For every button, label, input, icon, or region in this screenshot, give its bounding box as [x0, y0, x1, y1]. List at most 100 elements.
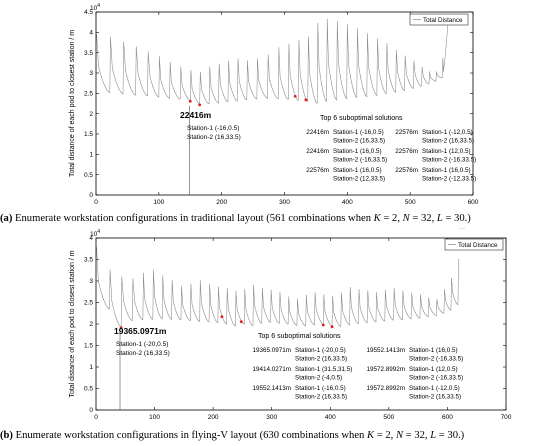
- b-data-point: [411, 292, 413, 294]
- a-data-point: [233, 95, 235, 97]
- b-data-point: [173, 303, 175, 305]
- b-data-point: [168, 316, 170, 318]
- b-xtick-label: 600: [442, 414, 453, 421]
- b-minimum-marker: [239, 320, 243, 324]
- b-data-point: [328, 321, 329, 323]
- b-data-point: [229, 315, 231, 317]
- a-data-point: [446, 31, 448, 33]
- b-top6-distance: 19572.8992m: [366, 385, 405, 392]
- b-data-point: [363, 317, 365, 319]
- b-data-point: [444, 289, 445, 291]
- a-data-point: [272, 88, 274, 90]
- a-data-point: [405, 64, 407, 66]
- b-data-point: [243, 323, 245, 325]
- a-data-point: [180, 66, 182, 68]
- b-data-point: [342, 310, 344, 311]
- caption-b: (b) Enumerate workstation configurations…: [0, 430, 465, 441]
- a-data-point: [411, 87, 413, 89]
- a-data-point: [287, 98, 289, 100]
- b-data-point: [121, 284, 123, 286]
- a-data-point: [383, 90, 385, 92]
- a-data-point: [196, 101, 198, 102]
- a-data-point: [265, 97, 267, 98]
- a-data-point: [145, 93, 147, 95]
- b-data-point: [246, 311, 247, 313]
- b-data-point: [432, 312, 434, 313]
- b-top6-distance: 19572.8992m: [366, 366, 405, 373]
- b-data-point: [249, 321, 251, 323]
- b-data-point: [112, 305, 114, 307]
- b-data-point: [219, 306, 221, 308]
- a-data-point: [170, 71, 172, 73]
- b-data-point: [152, 318, 154, 320]
- a-data-point: [110, 36, 111, 38]
- b-top6-station-2: Station-2 (16,33.5): [295, 394, 347, 401]
- a-data-point: [165, 93, 167, 95]
- a-data-point: [275, 96, 277, 98]
- a-ytick-label: 3.5: [84, 50, 93, 57]
- b-data-point: [445, 300, 447, 302]
- a-data-point: [297, 99, 299, 101]
- caption-b-text: Enumerate workstation configurations in …: [12, 430, 367, 441]
- b-data-point: [431, 310, 433, 312]
- a-data-point: [179, 98, 181, 100]
- b-data-point: [296, 324, 298, 326]
- a-data-point: [229, 82, 231, 84]
- b-data-point: [299, 317, 301, 319]
- b-data-point: [147, 310, 149, 312]
- b-data-point: [418, 316, 420, 318]
- a-data-point: [440, 77, 442, 79]
- a-data-point: [285, 97, 287, 98]
- a-data-point: [334, 97, 336, 99]
- a-data-point: [324, 99, 326, 101]
- a-data-point: [345, 96, 346, 98]
- b-top6-station-1: Station-1 (12,0.5): [409, 366, 458, 373]
- b-data-point: [171, 318, 173, 320]
- a-minimum-marker: [198, 103, 202, 107]
- b-data-point: [256, 314, 258, 316]
- a-data-point: [419, 84, 421, 86]
- a-data-point: [278, 47, 280, 49]
- a-data-point: [269, 80, 271, 82]
- b-data-point: [452, 292, 454, 294]
- a-data-point: [290, 80, 292, 82]
- b-data-point: [166, 310, 168, 312]
- a-data-point: [367, 49, 369, 51]
- b-data-point: [239, 316, 240, 318]
- b-minimum-marker: [220, 315, 224, 319]
- b-data-point: [284, 320, 286, 322]
- b-data-point: [127, 314, 129, 316]
- b-data-point: [448, 308, 450, 310]
- a-data-point: [254, 97, 256, 99]
- b-data-point: [132, 278, 134, 280]
- b-data-point: [358, 289, 360, 291]
- a-data-point: [356, 96, 358, 98]
- caption-a-l: 30: [454, 213, 465, 224]
- a-data-point: [375, 93, 377, 95]
- b-data-point: [161, 318, 163, 320]
- a-data-point: [177, 97, 179, 99]
- a-data-point: [350, 76, 351, 77]
- b-data-point: [330, 324, 332, 326]
- a-data-point: [323, 95, 325, 97]
- b-data-point: [264, 312, 266, 314]
- b-data-point: [385, 297, 387, 299]
- a-data-point: [159, 56, 160, 58]
- b-data-point: [253, 284, 255, 286]
- caption-b-letter: (b): [0, 430, 13, 441]
- a-data-point: [174, 90, 175, 92]
- a-data-point: [263, 93, 265, 95]
- b-data-point: [203, 313, 205, 315]
- b-data-point: [105, 304, 107, 306]
- a-data-point: [135, 94, 137, 96]
- b-data-point: [97, 269, 99, 270]
- b-data-point: [135, 307, 137, 309]
- b-ytick-label: 2.5: [84, 300, 93, 307]
- a-data-point: [430, 77, 432, 79]
- a-data-point: [252, 92, 253, 94]
- a-data-point: [314, 99, 316, 101]
- a-data-point: [205, 100, 207, 102]
- b-data-point: [344, 317, 346, 319]
- a-data-point: [392, 88, 394, 90]
- b-top6-distance: 19552.1413m: [366, 347, 405, 354]
